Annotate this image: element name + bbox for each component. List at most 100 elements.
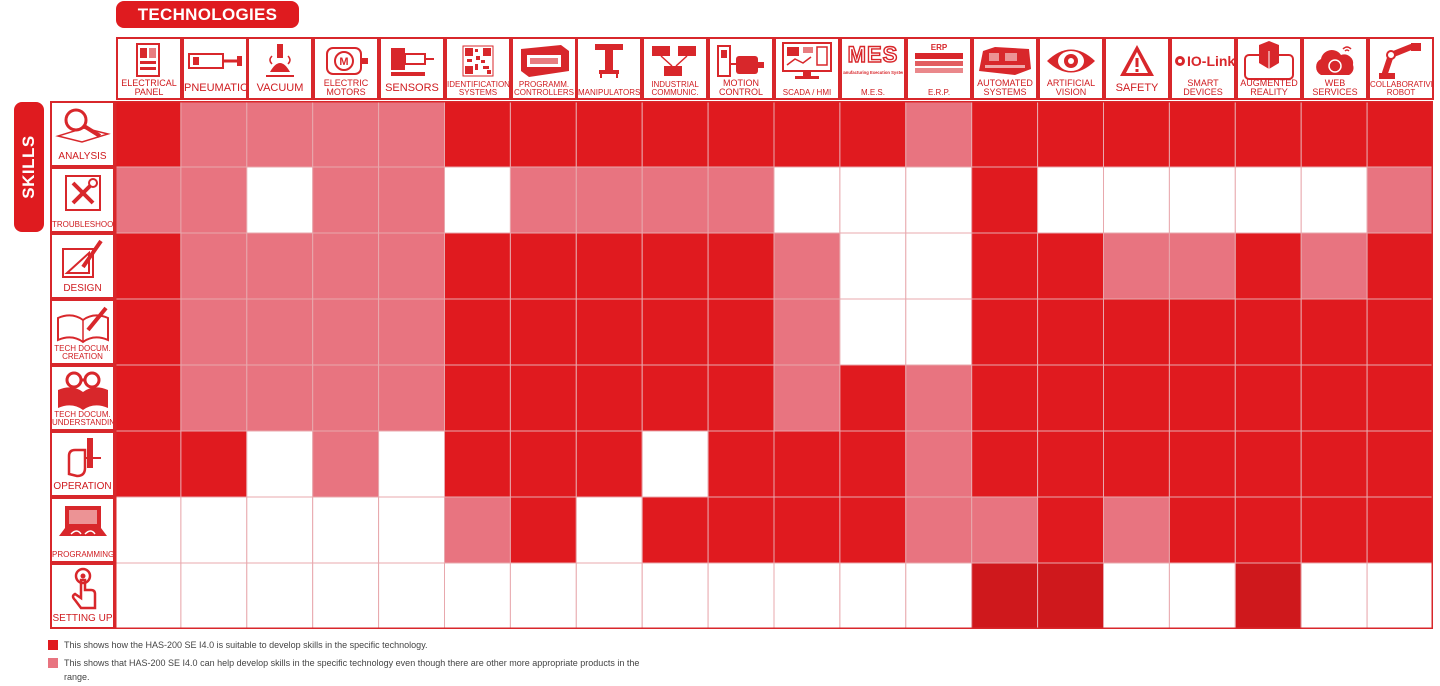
matrix-cell [839,496,907,564]
matrix-cell [641,298,709,366]
matrix-cell [378,232,446,300]
matrix-cell [1103,562,1170,629]
row-magnifier: ANALYSIS [50,101,115,167]
header-vacuum-cup: VACUUM [247,37,313,100]
matrix-cell [839,430,907,498]
header-mes: MES Manufacturing Execution System M.E.S. [840,37,906,100]
matrix-cell [773,166,841,234]
matrix-cell [115,430,182,498]
matrix-cell [1037,101,1104,168]
header-label: VACUUM [256,82,304,94]
matrix-cell [115,232,182,300]
row-label: TECH DOCUM. CREATION [54,344,111,361]
matrix-cell [444,562,511,629]
matrix-cell [180,496,248,564]
matrix-cell [1366,166,1433,234]
header-io-link: IO-Link SMART DEVICES [1170,37,1236,100]
tools-icon [52,171,113,215]
motor-letter: M [339,56,348,68]
row-label: DESIGN [63,283,102,294]
matrix-cell [1168,496,1236,564]
matrix-cell [641,232,709,300]
header-label: AUTOMATED SYSTEMS [977,78,1033,97]
matrix-cell [180,562,248,629]
header-label: WEB SERVICES [1312,78,1358,97]
matrix-cell [971,430,1039,498]
matrix-cell [773,562,841,629]
matrix-cell [707,496,775,564]
matrix-cell [444,232,511,300]
servo-motor-icon [710,41,772,81]
matrix-cell [773,101,841,168]
matrix-cell [509,166,577,234]
matrix-cell [1300,496,1368,564]
matrix-cell [1168,166,1236,234]
matrix-cell [905,430,973,498]
hand-lever-icon [52,435,113,479]
matrix-cell [444,496,511,564]
header-qr-code: IDENTIFICATION SYSTEMS [445,37,511,100]
warning-icon [1106,41,1168,81]
matrix-cell [1366,496,1433,564]
matrix-cell [312,101,380,168]
header-label: MANIPULATORS [578,88,641,97]
matrix-cell [246,101,314,168]
header-label: M.E.S. [860,88,885,97]
legend-swatch-suitable [48,640,58,650]
row-finger-press: SETTING UP [50,563,115,629]
matrix-cell [707,364,775,432]
manipulator-icon [578,41,640,81]
matrix-cell [378,101,446,168]
matrix-cell [180,298,248,366]
matrix-cell [115,101,182,168]
matrix-cell [773,496,841,564]
header-manipulator: MANIPULATORS [576,37,642,100]
matrix-cell [773,430,841,498]
row-label: TECH DOCUM. UNDERSTANDING [52,410,115,427]
matrix-cell [115,562,182,629]
matrix-cell [1168,430,1236,498]
io-link-icon: IO-Link [1172,41,1234,81]
matrix-cell [1037,166,1104,234]
matrix-cell [1168,101,1236,168]
matrix-cell [971,232,1039,300]
matrix-cell [905,232,973,300]
matrix-cell [246,232,314,300]
matrix-cell [707,298,775,366]
row-reading-glasses: TECH DOCUM. UNDERSTANDING [50,365,115,431]
matrix-cell [444,166,511,234]
header-network: INDUSTRIAL COMMUNIC. [642,37,708,100]
header-label: PNEUMATICS [184,82,248,94]
scada-monitor-icon [776,41,838,81]
matrix-cell [1103,298,1170,366]
matrix-cell [905,166,973,234]
matrix-cell [905,364,973,432]
matrix-cell [312,430,380,498]
header-label: SENSORS [385,82,439,94]
matrix-cell [839,101,907,168]
matrix-cell [509,364,577,432]
matrix-cell [509,298,577,366]
header-label: SCADA / HMI [782,88,832,97]
matrix-cell [444,430,511,498]
matrix-cell [1366,562,1433,629]
matrix-cell [1103,166,1170,234]
matrix-cell [641,101,709,168]
matrix-cell [509,562,577,629]
matrix-cell [773,232,841,300]
header-scada-monitor: SCADA / HMI [774,37,840,100]
matrix-cell [1300,298,1368,366]
legend-item-can-help: This shows that HAS-200 SE I4.0 can help… [48,656,644,684]
drafting-icon [52,237,113,281]
matrix-cell [1037,364,1104,432]
matrix-cell [575,101,643,168]
row-label: PROGRAMMING [52,550,115,559]
header-label: E.R.P. [927,88,951,97]
header-label: ARTIFICIAL VISION [1046,78,1096,97]
matrix-cell [246,496,314,564]
mes-icon: MES Manufacturing Execution System [842,41,904,81]
row-label: TROUBLESHOOTING [52,220,114,229]
matrix-cell [1300,166,1368,234]
erp-icon: ERP [908,41,970,81]
electrical-panel-icon [118,41,180,81]
